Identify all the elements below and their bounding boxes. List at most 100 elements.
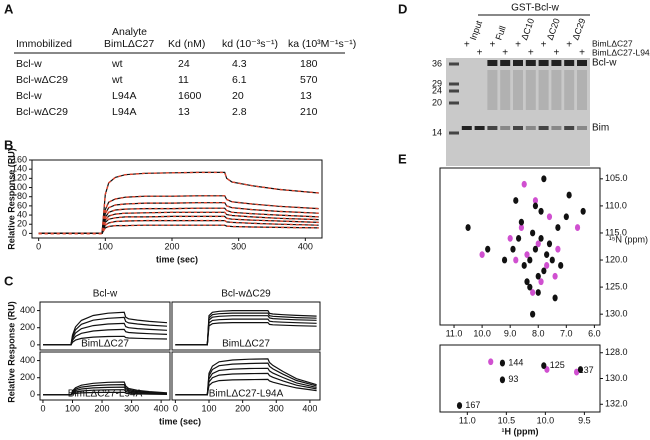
- peak: [541, 267, 547, 275]
- peak: [577, 366, 584, 373]
- y-tick-label: 60: [17, 200, 27, 210]
- plot-frame: [439, 344, 601, 413]
- marker-label: 29: [432, 78, 442, 88]
- table-cell: Bcl-wΔC29: [16, 106, 68, 118]
- gel-band: [577, 60, 587, 66]
- gel-band: [538, 126, 549, 130]
- y-tick-label: 400: [20, 355, 35, 365]
- table-body: Bcl-w wt 24 4.3 180 Bcl-wΔC29 wt 11 6.1 570 Bcl-w L…: [16, 58, 318, 118]
- peak: [558, 262, 564, 269]
- peak: [518, 218, 525, 226]
- table-cell: 20: [232, 90, 244, 102]
- peak: [513, 256, 519, 264]
- gel-band: [513, 70, 523, 110]
- gel-band: [513, 126, 523, 130]
- peak: [535, 240, 541, 248]
- y-tick-label: 160: [12, 154, 27, 164]
- x-tick-label: 11.0: [459, 415, 476, 425]
- gel-band: [525, 126, 536, 130]
- panel-label: C: [4, 273, 14, 288]
- fit-curve: [38, 215, 319, 235]
- sign: +: [566, 40, 572, 51]
- peak: [499, 376, 506, 384]
- table-header: Analyte: [112, 26, 147, 38]
- annotation: BimLΔC27-L94A: [209, 389, 284, 400]
- y-tick-label: 125.0: [605, 281, 628, 291]
- fit-curve: [38, 224, 319, 235]
- peak-label: 137: [579, 365, 594, 375]
- peak: [541, 362, 547, 370]
- peak: [530, 310, 536, 318]
- fit-curve: [38, 171, 319, 235]
- fit-curve: [38, 195, 319, 235]
- y-tick-label: 128.0: [605, 347, 628, 357]
- table-header: ka (10³M⁻¹s⁻¹): [288, 38, 356, 50]
- peak: [532, 197, 539, 204]
- y-tick-label: 200: [20, 322, 35, 332]
- peak-label: 93: [508, 374, 518, 384]
- y-tick-label: 110.0: [605, 200, 627, 210]
- peak: [535, 272, 541, 280]
- annotation: BimLΔC27: [81, 339, 129, 350]
- y-tick-label: 120: [12, 173, 27, 183]
- x-tick-label: 9.0: [504, 328, 517, 338]
- peak: [549, 256, 555, 264]
- marker-band: [449, 62, 459, 66]
- peak: [544, 262, 550, 269]
- x-tick-label: 400: [298, 241, 313, 251]
- peak: [479, 251, 485, 259]
- gel-band: [551, 126, 562, 130]
- peak: [521, 180, 527, 188]
- sign: +: [541, 40, 547, 51]
- peak: [546, 240, 553, 248]
- peak-label: 125: [550, 360, 565, 370]
- band-label: Bcl-w: [592, 58, 617, 69]
- table-cell: 24: [178, 58, 190, 70]
- marker-label: 20: [432, 97, 442, 107]
- table-cell: wt: [111, 58, 123, 70]
- y-tick-label: 0: [30, 389, 35, 399]
- chart-title: Bcl-w: [93, 289, 118, 300]
- y-tick-label: 140: [12, 164, 27, 174]
- gel-band: [538, 70, 549, 110]
- gel-band: [487, 60, 498, 66]
- gel-band: [474, 126, 485, 130]
- gel-band: [525, 70, 536, 110]
- peak: [456, 402, 463, 409]
- curve: [175, 378, 317, 396]
- x-tick-label: 300: [124, 403, 139, 413]
- curve: [175, 372, 317, 396]
- curve: [43, 322, 168, 346]
- sign: +: [477, 48, 483, 59]
- chart-title: Bcl-wΔC29: [221, 289, 271, 300]
- gel-band: [525, 60, 536, 66]
- peak: [513, 197, 519, 204]
- x-tick-label: 300: [231, 241, 246, 251]
- table-cell: 210: [300, 106, 318, 118]
- peak: [566, 191, 572, 199]
- panel-label: D: [398, 1, 407, 16]
- y-tick-label: 400: [20, 305, 35, 315]
- peak: [532, 245, 539, 253]
- peak: [538, 207, 544, 215]
- x-tick-label: 200: [164, 241, 179, 251]
- gel-band: [577, 126, 587, 130]
- x-tick-label: 8.0: [532, 328, 545, 338]
- curve: [43, 328, 168, 346]
- gel-band: [551, 60, 562, 66]
- peak: [574, 224, 581, 231]
- table-cell: 570: [300, 74, 318, 86]
- curve: [175, 318, 317, 346]
- gel-band: [500, 60, 511, 66]
- x-axis-label: ¹H (ppm): [502, 426, 539, 436]
- table-cell: 13: [300, 90, 312, 102]
- gel-band: [461, 126, 472, 130]
- peak: [563, 213, 569, 221]
- curve: [43, 316, 168, 346]
- table-cell: 11: [178, 74, 189, 86]
- table-cell: 1600: [178, 90, 202, 102]
- table-header: Immobilized: [16, 38, 72, 50]
- peak: [499, 359, 506, 367]
- gel-band: [564, 126, 575, 130]
- lane-label: ΔC29: [570, 17, 587, 42]
